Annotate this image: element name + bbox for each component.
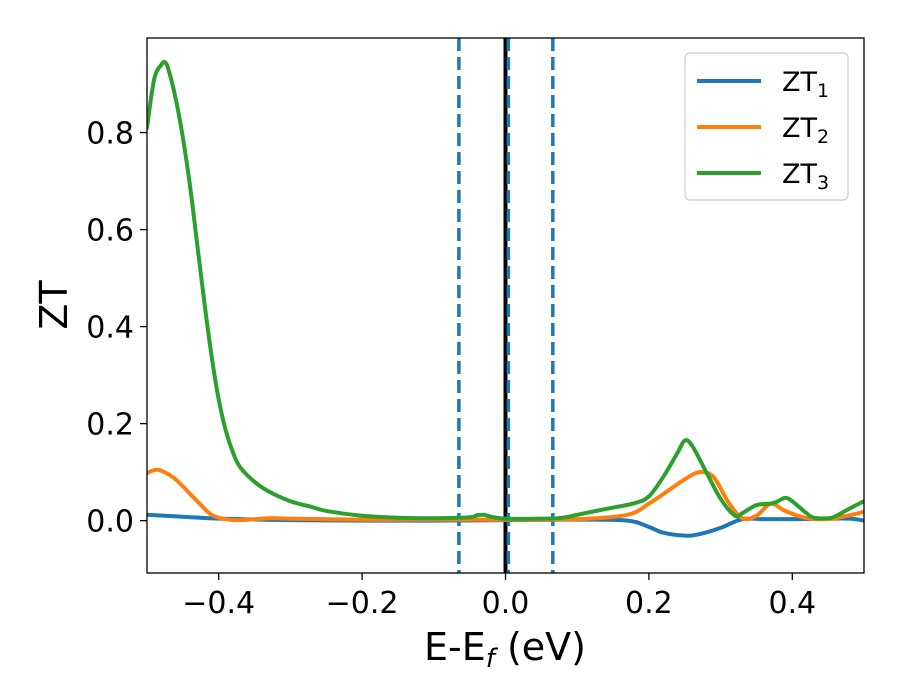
y-axis-label: ZT	[32, 280, 76, 330]
x-tick-label: 0.2	[625, 586, 673, 621]
reference-lines	[457, 38, 555, 573]
legend-label-zt1: ZT1	[782, 67, 829, 102]
legend-frame	[684, 52, 849, 201]
legend: ZT1 ZT2 ZT3	[684, 52, 849, 201]
y-tick-label: 0.4	[86, 311, 134, 346]
series-lines	[147, 59, 864, 538]
x-tick-label: 0.0	[482, 586, 530, 621]
y-tick-label: 0.2	[86, 408, 134, 443]
x-axis-label-unit: (eV)	[495, 625, 586, 669]
y-tick-label: 0.8	[86, 117, 134, 152]
x-tick-label: −0.2	[326, 586, 399, 621]
x-axis-ticks: −0.4 −0.2 0.0 0.2 0.4	[182, 573, 816, 621]
y-axis-ticks: 0.0 0.2 0.4 0.6 0.8	[86, 117, 147, 540]
y-tick-label: 0.0	[86, 505, 134, 540]
x-axis-label: E-Ef (eV)	[424, 625, 586, 674]
series-line-zt3	[147, 59, 864, 521]
x-axis-label-main: E-E	[424, 625, 486, 669]
y-tick-label: 0.6	[86, 214, 134, 249]
x-tick-label: 0.4	[768, 586, 816, 621]
legend-label-zt3: ZT3	[782, 159, 829, 194]
legend-label-zt2: ZT2	[782, 113, 829, 148]
x-tick-label: −0.4	[182, 586, 255, 621]
